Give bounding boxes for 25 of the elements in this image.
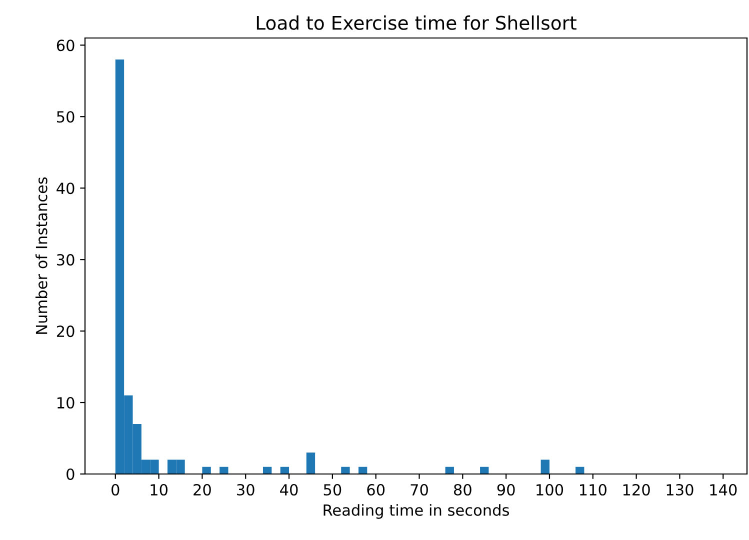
x-tick-label: 90 bbox=[497, 484, 515, 496]
x-tick-label: 130 bbox=[666, 484, 694, 496]
y-tick-label: 0 bbox=[66, 468, 74, 480]
x-tick-label: 110 bbox=[580, 484, 606, 496]
y-tick-label: 50 bbox=[57, 111, 74, 123]
y-axis-title: Number of Instances bbox=[35, 177, 48, 334]
x-tick-label: 80 bbox=[454, 484, 472, 496]
x-tick-label: 100 bbox=[536, 484, 564, 496]
x-tick-label: 140 bbox=[710, 484, 737, 496]
x-tick-label: 30 bbox=[237, 484, 254, 496]
x-tick-label: 20 bbox=[194, 484, 211, 496]
x-tick-label: 50 bbox=[324, 484, 342, 496]
chart-title: Load to Exercise time for Shellsort bbox=[256, 15, 576, 30]
x-tick-label: 70 bbox=[410, 484, 428, 496]
y-tick-label: 60 bbox=[56, 40, 74, 52]
x-tick-label: 0 bbox=[112, 484, 120, 496]
y-tick-label: 10 bbox=[58, 396, 74, 409]
y-tick-label: 20 bbox=[56, 326, 74, 338]
x-tick-label: 10 bbox=[150, 484, 168, 496]
x-tick-label: 40 bbox=[280, 484, 298, 496]
x-axis-title: Reading time in seconds bbox=[324, 504, 509, 519]
x-tick-label: 60 bbox=[367, 484, 385, 496]
x-tick-label: 120 bbox=[623, 484, 650, 496]
y-tick-label: 40 bbox=[56, 182, 74, 194]
y-tick-label: 30 bbox=[57, 254, 74, 266]
